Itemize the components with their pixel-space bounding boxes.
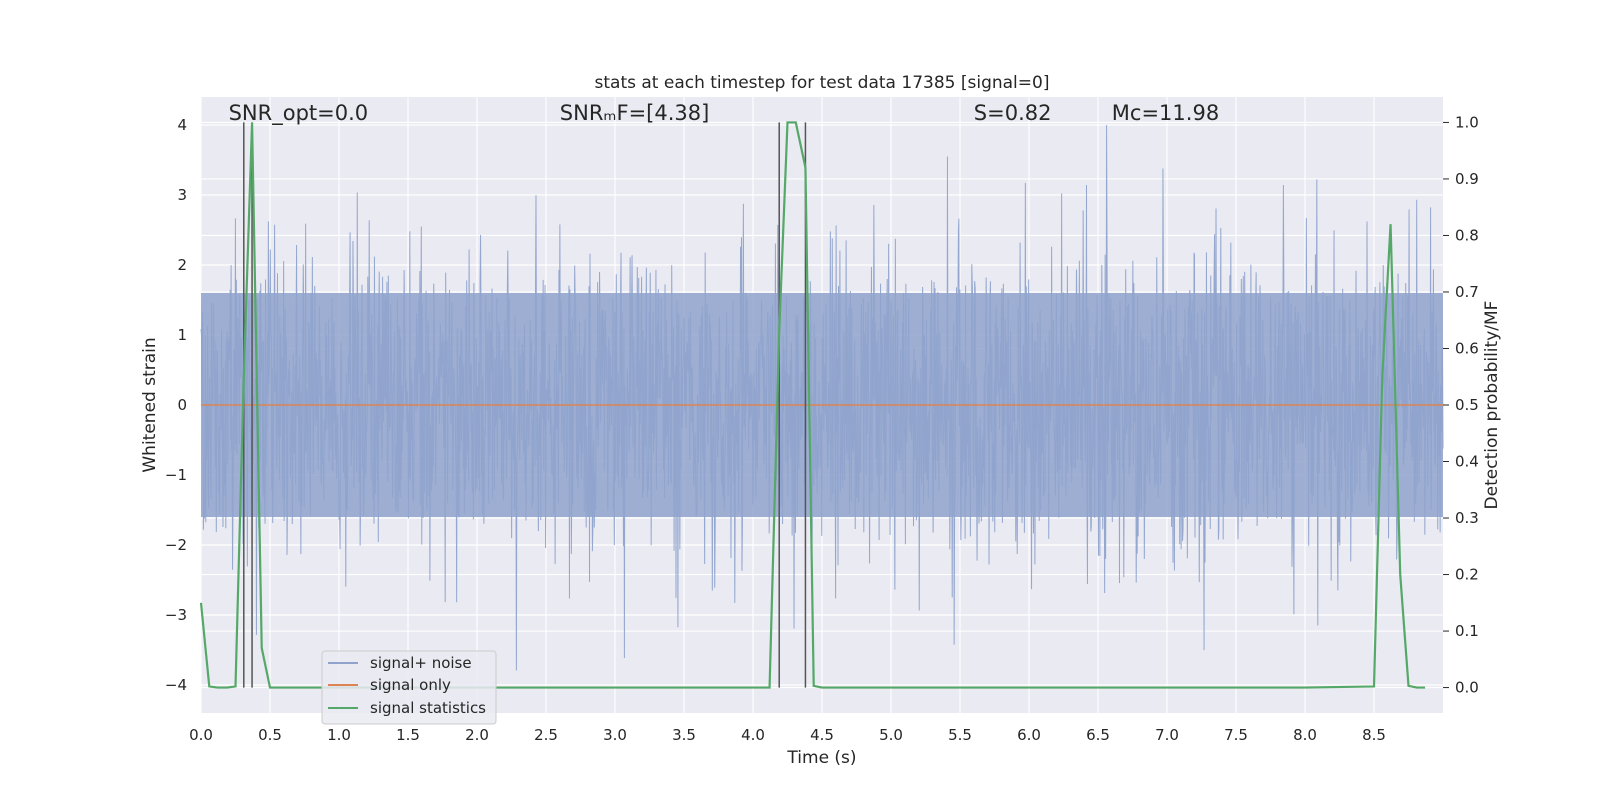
x-tick-label: 5.5 [948,726,972,744]
y-axis-ticks: −4 −3 −2 −1 0 1 2 3 4 [165,116,187,694]
x-tick-label: 5.0 [879,726,903,744]
y-tick-label: −4 [165,676,187,694]
x-tick-label: 2.5 [534,726,558,744]
y2-tick-label: 0.5 [1455,396,1479,414]
x-tick-label: 6.5 [1086,726,1110,744]
y-tick-label: 0 [177,396,187,414]
y2-tick-label: 0.0 [1455,679,1479,697]
x-tick-label: 3.0 [603,726,627,744]
y2-tick-label: 0.4 [1455,453,1479,471]
legend-box [321,650,497,725]
x-tick-label: 4.5 [810,726,834,744]
legend-label-signal-statistics: signal statistics [370,699,486,717]
x-axis-ticks: 0.0 0.5 1.0 1.5 2.0 2.5 3.0 3.5 4.0 4.5 5.0 5.5 6.0 6… [189,726,1386,744]
noise-line [200,125,1444,671]
x-tick-label: 1.5 [396,726,420,744]
y2-tick-label: 0.8 [1455,226,1479,244]
y2-tick-label: 0.7 [1455,283,1479,301]
annotations: SNR_opt=0.0 SNRₘF=[4.38] S=0.82 Mᴄ=11.98 [229,101,1220,126]
x-tick-label: 8.0 [1293,726,1317,744]
annotation-text: SNRₘF=[4.38] [560,101,710,125]
x-tick-label: 0.5 [258,726,282,744]
y2-tick-label: 0.9 [1455,170,1479,188]
legend-label-signal-only: signal only [370,676,451,694]
x-tick-label: 6.0 [1017,726,1041,744]
y-tick-label: 3 [177,186,187,204]
y-tick-label: 4 [177,116,187,134]
y2-tick-label: 0.6 [1455,339,1479,357]
y2-tick-label: 1.0 [1455,113,1479,131]
y2-tick-label: 0.3 [1455,509,1479,527]
x-tick-label: 1.0 [327,726,351,744]
legend-label-signal-noise: signal+ noise [370,654,472,672]
y-tick-label: −2 [165,536,187,554]
y-tick-label: −1 [165,466,187,484]
chart-title: stats at each timestep for test data 173… [595,73,1050,93]
y-tick-label: 2 [177,256,187,274]
x-tick-label: 0.0 [189,726,213,744]
x-tick-label: 3.5 [672,726,696,744]
signal-statistics-line [199,121,1426,689]
x-tick-label: 4.0 [741,726,765,744]
y2-tick-label: 0.1 [1455,622,1479,640]
statistics-series [199,121,1426,689]
y2-axis-ticks: 0.0 0.1 0.2 0.3 0.4 0.5 0.6 0.7 0.8 0.9 1.0 [1443,113,1479,697]
y-axis-label: Whitened strain [140,337,160,472]
x-tick-label: 7.5 [1224,726,1248,744]
y-tick-label: 1 [177,326,187,344]
annotation-text: Mᴄ=11.98 [1112,101,1219,125]
annotation-text: S=0.82 [974,101,1052,125]
legend: signal+ noise signal only signal statist… [321,650,497,725]
x-axis-label: Time (s) [786,748,856,768]
annotation-text: SNR_opt=0.0 [229,101,369,126]
y-tick-label: −3 [165,606,187,624]
x-tick-label: 7.0 [1155,726,1179,744]
x-tick-label: 2.0 [465,726,489,744]
y2-tick-label: 0.2 [1455,566,1479,584]
y2-axis-label: Detection probability/MF [1482,301,1502,510]
x-tick-label: 8.5 [1362,726,1386,744]
